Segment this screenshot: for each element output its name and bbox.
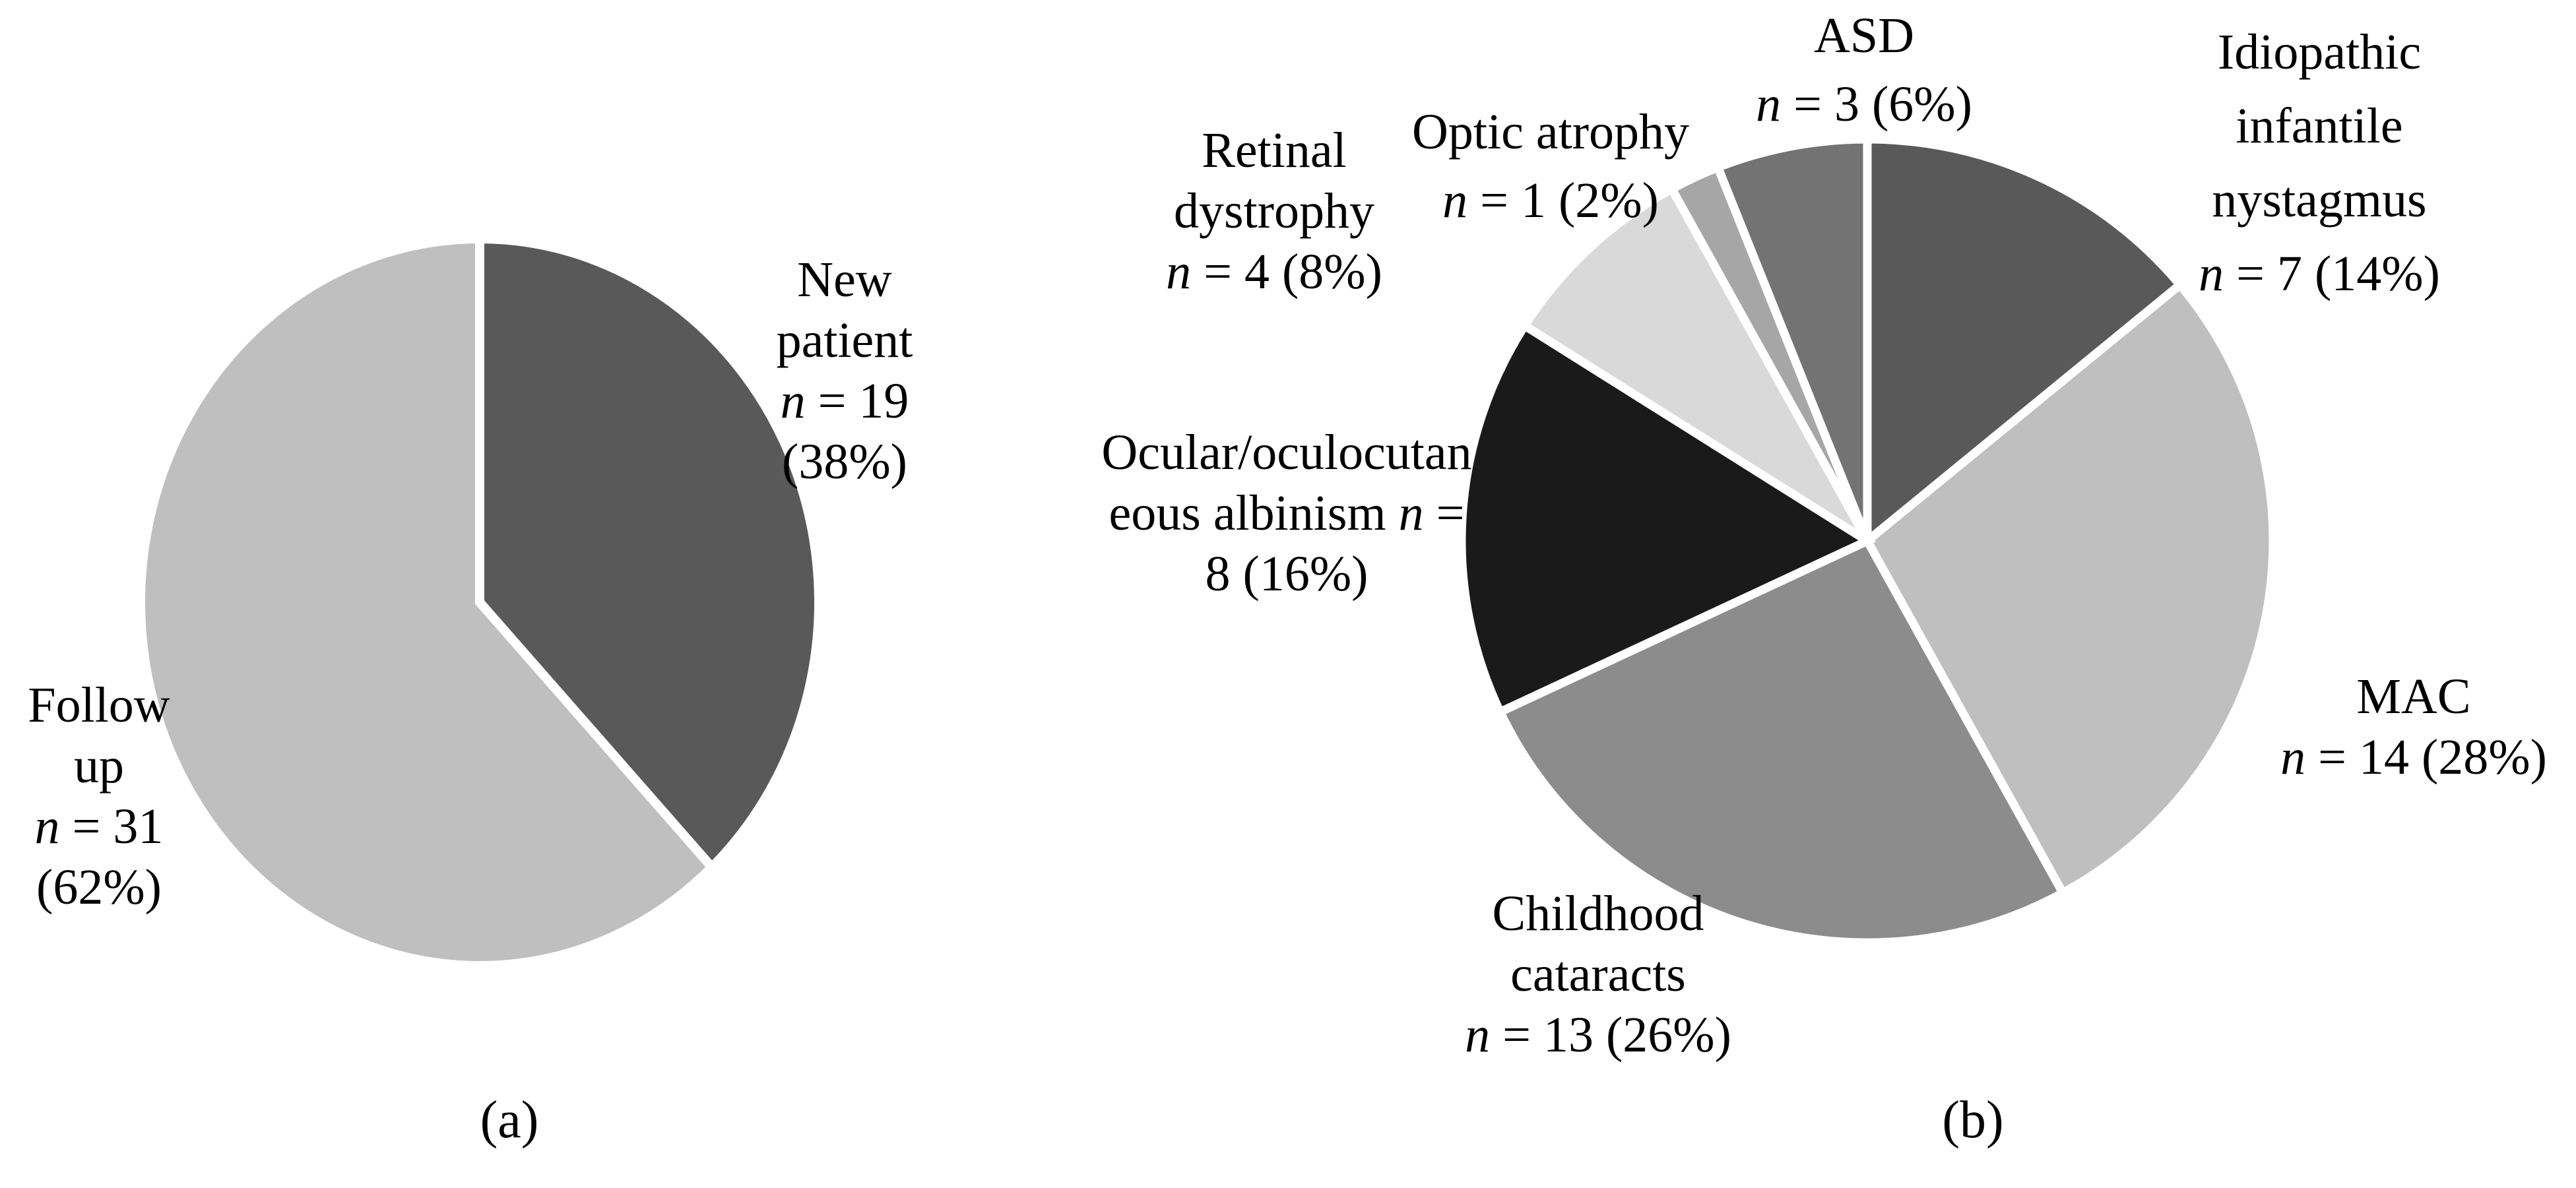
panel-caption-b: (b) — [1942, 1091, 2004, 1149]
label-new-patient: New patient n = 19 (38%) — [777, 249, 913, 492]
label-line: ASD — [1813, 8, 1915, 63]
label-line: nystagmus — [2212, 172, 2427, 228]
label-line: n = 13 (26%) — [1465, 1007, 1731, 1063]
label-follow-up: Follow up n = 31 (62%) — [28, 675, 170, 918]
label-line: (62%) — [36, 860, 162, 915]
label-line: n = 31 — [34, 799, 164, 854]
label-line: Childhood — [1492, 886, 1704, 941]
label-line: n = 7 (14%) — [2199, 246, 2440, 301]
pie-slice-asd — [1712, 135, 1872, 543]
label-line: MAC — [2356, 669, 2471, 724]
pie-chart-patient-type — [136, 234, 823, 970]
label-line: Retinal — [1202, 123, 1347, 178]
label-line: n = 3 (6%) — [1756, 77, 1972, 132]
label-optic-atrophy: Optic atrophy n = 1 (2%) — [1412, 98, 1689, 235]
label-line: infantile — [2236, 98, 2403, 154]
label-line: eous albinism n = — [1109, 485, 1465, 541]
label-line: n = 4 (8%) — [1166, 244, 1382, 299]
label-line: (38%) — [782, 434, 907, 489]
label-line: dystrophy — [1173, 183, 1374, 239]
panel-caption-a: (a) — [480, 1091, 539, 1149]
pie-slice-childhood-cataracts — [1494, 535, 2069, 947]
label-line: n = 14 (28%) — [2280, 730, 2547, 785]
label-line: n = 1 (2%) — [1442, 173, 1659, 228]
pie-slice-retinal-dystrophy — [1518, 183, 1871, 545]
label-line: Follow — [28, 677, 170, 733]
label-idiopathic-infantile-nystagmus: Idiopathic infantile nystagmus n = 7 (14… — [2199, 15, 2440, 311]
label-line: Idiopathic — [2217, 24, 2422, 80]
label-mac: MAC n = 14 (28%) — [2280, 666, 2547, 788]
label-line: Optic atrophy — [1411, 104, 1690, 160]
pie-chart-diagnosis — [1457, 135, 2278, 947]
label-line: n = 19 — [780, 373, 909, 429]
label-ocular-oculocutaneous-albinism: Ocular/oculocutan eous albinism n = 8 (1… — [1101, 422, 1471, 604]
pie-slice-ocular-oculocutaneous-albinism — [1457, 319, 1877, 718]
pie-slice-follow-up — [136, 234, 719, 970]
label-line: cataracts — [1510, 947, 1686, 1002]
pie-slice-mac — [1861, 278, 2278, 899]
label-childhood-cataracts: Childhood cataracts n = 13 (26%) — [1465, 883, 1731, 1065]
label-retinal-dystrophy: Retinal dystrophy n = 4 (8%) — [1166, 120, 1382, 302]
label-line: up — [73, 738, 124, 794]
label-line: Ocular/oculocutan — [1101, 425, 1472, 480]
pie-slice-idiopathic-infantile-nystagmus — [1863, 135, 2187, 550]
label-asd: ASD n = 3 (6%) — [1756, 1, 1972, 139]
label-line: 8 (16%) — [1205, 546, 1368, 602]
label-line: patient — [776, 313, 913, 368]
label-line: New — [797, 252, 892, 307]
pie-slice-new-patient — [475, 234, 823, 874]
